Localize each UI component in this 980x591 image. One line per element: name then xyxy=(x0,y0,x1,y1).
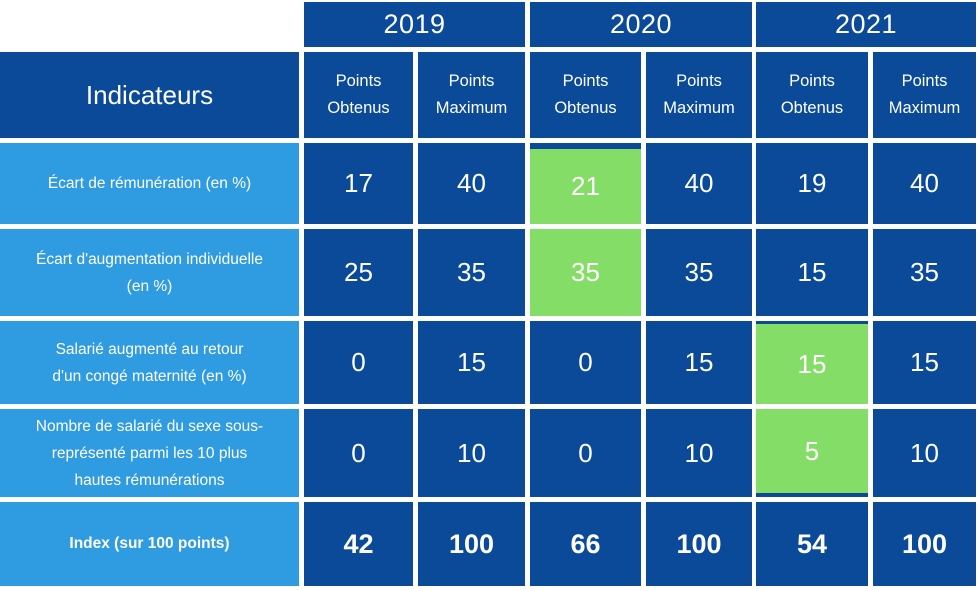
year-underline xyxy=(304,47,525,49)
indicators-header: Indicateurs xyxy=(0,52,299,138)
table-cell: 21 xyxy=(530,143,641,224)
year-header-2020: 2020 xyxy=(530,2,752,47)
table-cell: 40 xyxy=(646,143,752,224)
year-header-2019: 2019 xyxy=(304,2,525,47)
subheader-maximum-2021: Points Maximum xyxy=(873,52,976,138)
highlighted-cell: 15 xyxy=(756,324,868,404)
year-underline xyxy=(530,47,752,49)
table-cell: 15 xyxy=(756,229,868,316)
index-total-value: 66 xyxy=(530,502,641,586)
year-underline xyxy=(756,47,976,49)
index-total-value: 100 xyxy=(873,502,976,586)
table-cell: 35 xyxy=(873,229,976,316)
table-cell: 0 xyxy=(304,321,413,404)
subheader-obtained-2019: Points Obtenus xyxy=(304,52,413,138)
table-cell: 35 xyxy=(646,229,752,316)
table-cell: 40 xyxy=(418,143,525,224)
subheader-obtained-2021: Points Obtenus xyxy=(756,52,868,138)
subheader-obtained-2020: Points Obtenus xyxy=(530,52,641,138)
table-cell: 15 xyxy=(646,321,752,404)
table-cell: 0 xyxy=(530,321,641,404)
row-label-maternity-raise: Salarié augmenté au retour d'un congé mat… xyxy=(0,321,299,404)
table-cell: 10 xyxy=(873,409,976,497)
table-cell: 0 xyxy=(304,409,413,497)
subheader-maximum-2019: Points Maximum xyxy=(418,52,525,138)
table-cell: 35 xyxy=(530,229,641,316)
row-label-underrepresented: Nombre de salarié du sexe sous-représent… xyxy=(0,409,299,497)
table-cell: 15 xyxy=(873,321,976,404)
index-total-value: 42 xyxy=(304,502,413,586)
row-label-raise-gap: Écart d'augmentation individuelle (en %) xyxy=(0,229,299,316)
year-header-2021: 2021 xyxy=(756,2,976,47)
row-label-pay-gap: Écart de rémunération (en %) xyxy=(0,143,299,224)
table-cell: 35 xyxy=(418,229,525,316)
subheader-maximum-2020: Points Maximum xyxy=(646,52,752,138)
index-total-value: 54 xyxy=(756,502,868,586)
table-cell: 17 xyxy=(304,143,413,224)
table-cell: 15 xyxy=(418,321,525,404)
highlighted-cell: 35 xyxy=(530,229,641,316)
table-cell: 0 xyxy=(530,409,641,497)
table-cell: 25 xyxy=(304,229,413,316)
table-cell: 10 xyxy=(418,409,525,497)
index-total-value: 100 xyxy=(418,502,525,586)
index-total-label: Index (sur 100 points) xyxy=(0,502,299,586)
table-cell: 10 xyxy=(646,409,752,497)
table-cell: 40 xyxy=(873,143,976,224)
index-total-value: 100 xyxy=(646,502,752,586)
highlighted-cell: 5 xyxy=(756,409,868,493)
table-cell: 19 xyxy=(756,143,868,224)
table-cell: 15 xyxy=(756,321,868,404)
highlighted-cell: 21 xyxy=(530,149,641,224)
table-cell: 5 xyxy=(756,409,868,497)
